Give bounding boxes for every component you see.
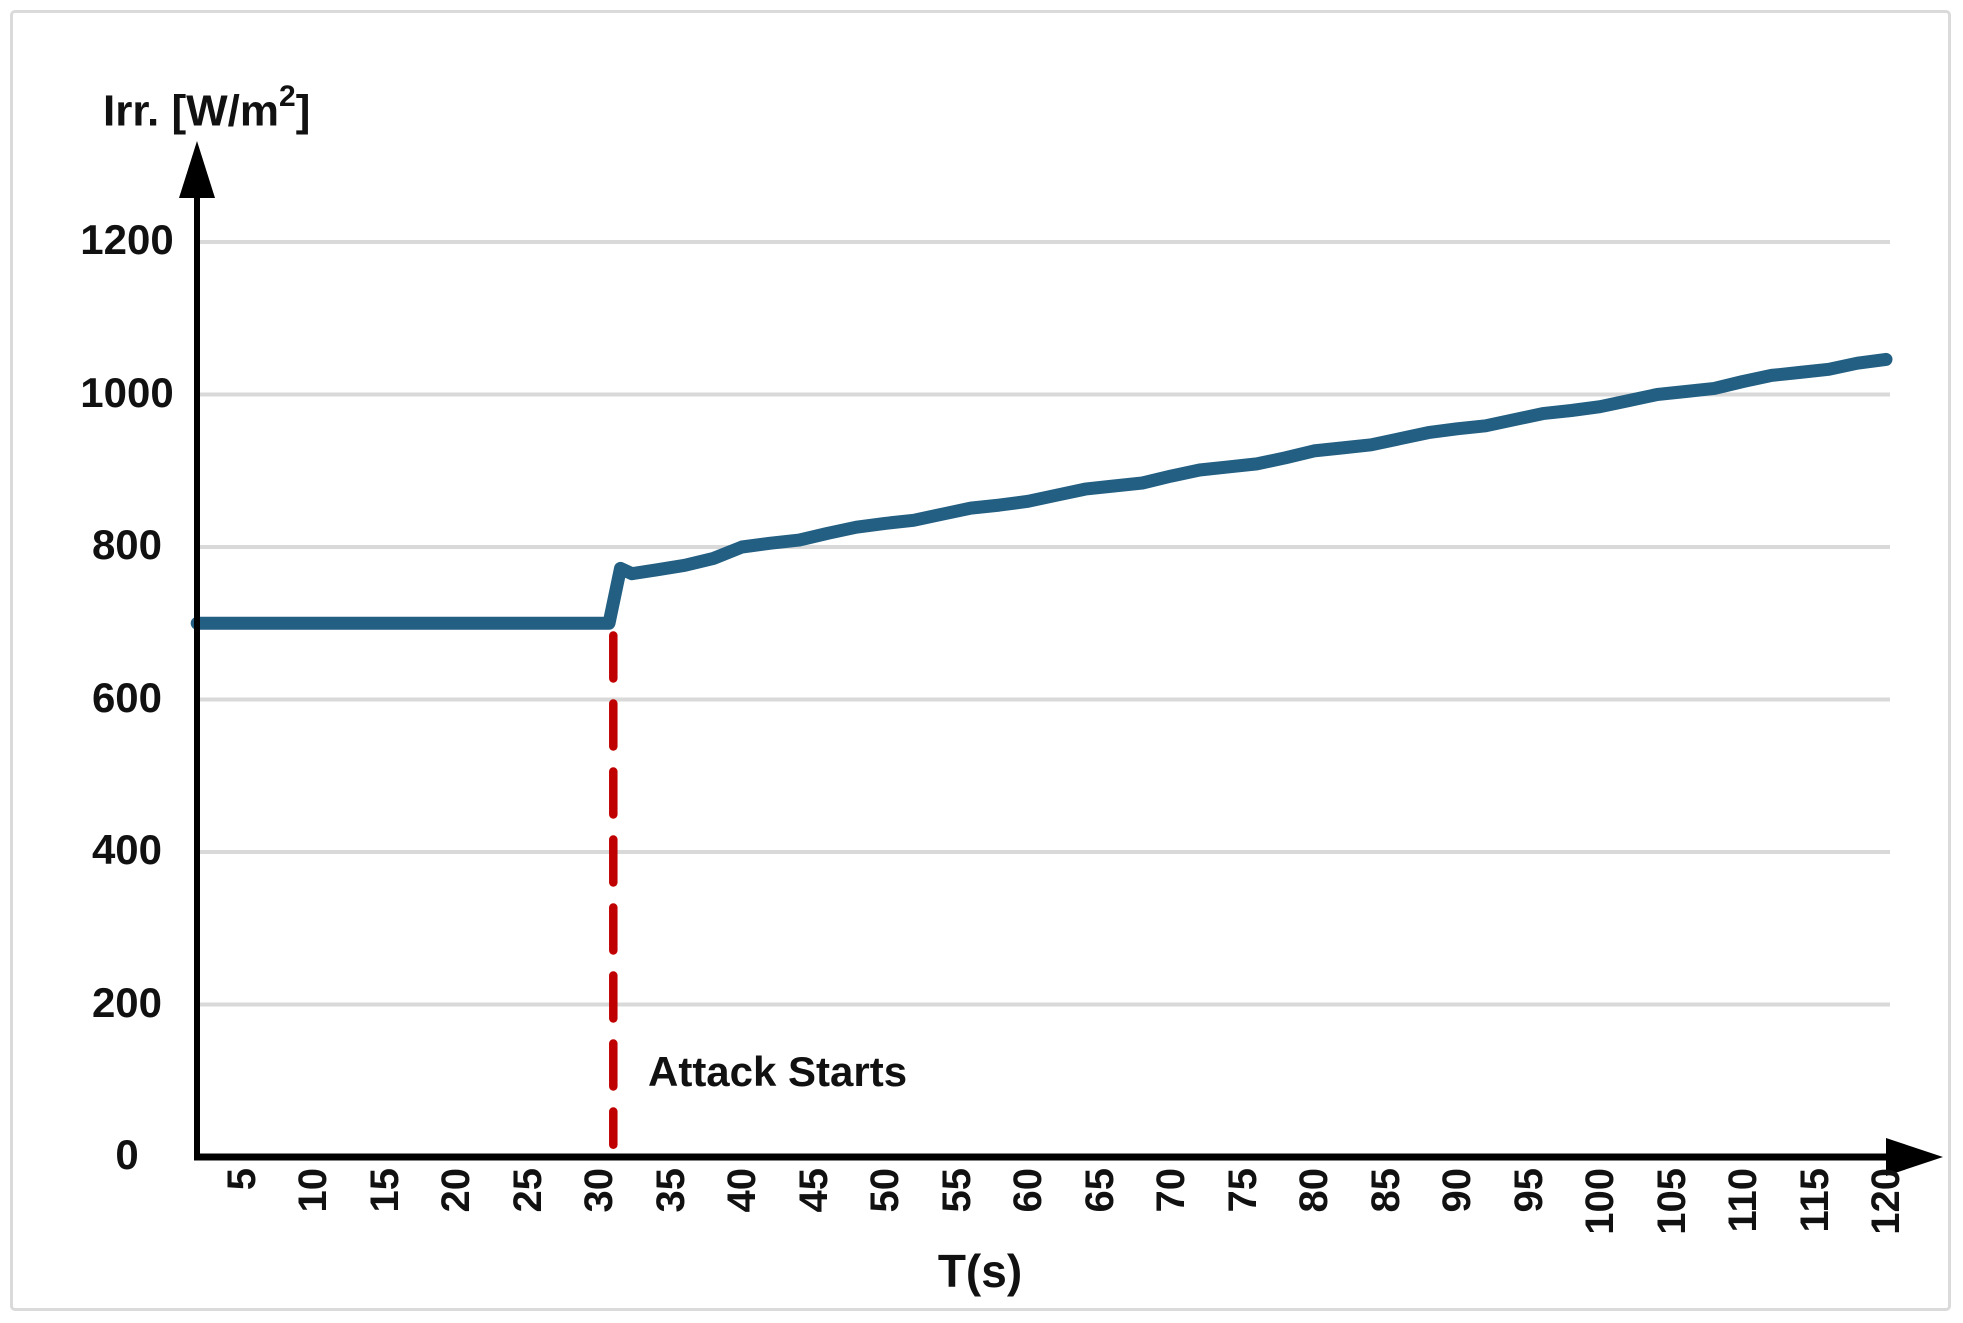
x-axis-title: T(s)	[937, 1245, 1023, 1297]
series-line-irradiance	[190, 352, 1893, 630]
x-tick-label-120: 120	[1864, 1168, 1908, 1235]
y-axis-title-suffix: ]	[295, 86, 311, 136]
x-axis-arrowhead	[1886, 1138, 1943, 1176]
x-tick-label-50: 50	[863, 1168, 907, 1213]
x-tick-label-105: 105	[1649, 1168, 1694, 1235]
x-tick-label-80: 80	[1292, 1168, 1336, 1213]
x-tick-label-10: 10	[291, 1168, 335, 1213]
x-tick-label-75: 75	[1220, 1168, 1265, 1213]
x-tick-label-60: 60	[1006, 1168, 1050, 1213]
y-tick-label-200: 200	[91, 978, 163, 1026]
x-tick-label-40: 40	[720, 1168, 764, 1213]
y-tick-label-400: 400	[91, 826, 163, 873]
x-tick-label-110: 110	[1721, 1168, 1765, 1233]
x-tick-label-30: 30	[577, 1168, 621, 1213]
attack-starts-label: Attack Starts	[648, 1048, 908, 1095]
y-axis-title: Irr. [W/m2]	[103, 80, 311, 137]
x-tick-label-5: 5	[219, 1168, 264, 1191]
y-tick-label-1000: 1000	[80, 368, 174, 416]
x-tick-label-35: 35	[648, 1168, 693, 1213]
y-axis-title-superscript: 2	[279, 80, 296, 113]
y-tick-label-0: 0	[115, 1131, 139, 1178]
x-tick-label-20: 20	[434, 1168, 478, 1213]
y-tick-label-1200: 1200	[80, 216, 174, 263]
x-tick-label-15: 15	[362, 1168, 407, 1213]
x-tick-label-55: 55	[934, 1168, 979, 1213]
x-tick-label-100: 100	[1578, 1168, 1622, 1235]
x-tick-label-95: 95	[1506, 1168, 1551, 1213]
x-tick-label-70: 70	[1149, 1168, 1193, 1213]
y-axis-arrowhead	[179, 141, 215, 198]
x-tick-label-65: 65	[1077, 1168, 1122, 1213]
x-tick-label-90: 90	[1435, 1168, 1479, 1213]
y-tick-label-800: 800	[91, 521, 163, 568]
x-tick-label-85: 85	[1363, 1168, 1408, 1213]
y-tick-label-600: 600	[91, 673, 163, 721]
x-tick-label-25: 25	[505, 1168, 550, 1213]
y-axis-title-text: Irr. [W/m	[103, 86, 280, 136]
x-tick-label-115: 115	[1792, 1168, 1837, 1233]
x-tick-label-45: 45	[791, 1168, 836, 1213]
